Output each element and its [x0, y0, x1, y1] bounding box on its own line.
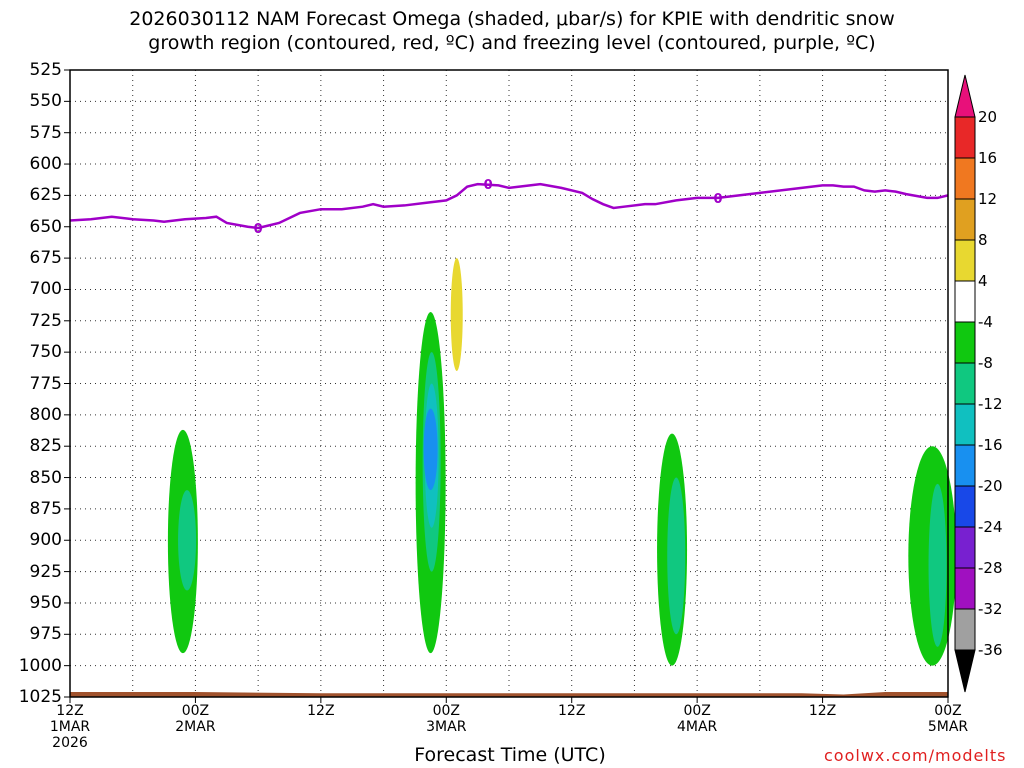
x-tick-label: 00Z 2MAR: [155, 703, 235, 751]
omega-region-5: [423, 408, 438, 491]
y-tick-label: 900: [29, 530, 62, 551]
colorbar-label: -12: [978, 395, 1003, 413]
colorbar-segment-4: [954, 280, 976, 323]
x-tick-label-mid: 2MAR: [175, 719, 216, 735]
colorbar-label: 16: [978, 149, 998, 167]
colorbar-segment-0: [954, 116, 976, 159]
x-tick-label-mid: [281, 719, 361, 735]
omega-region-1: [178, 490, 197, 591]
x-tick-label-bottom: [281, 735, 361, 751]
x-tick-label: 12Z: [281, 703, 361, 751]
y-tick-label: 525: [29, 60, 62, 80]
x-tick-label-mid: 5MAR: [927, 719, 969, 735]
x-tick-label: 00Z 5MAR: [908, 703, 988, 751]
x-tick-label-top: 12Z: [558, 703, 586, 719]
colorbar-label: -28: [978, 559, 1003, 577]
x-tick-label: 12Z 1MAR 2026: [30, 703, 110, 751]
freezing-level-label-1: 0: [484, 178, 493, 193]
colorbar-segment-2: [954, 198, 976, 241]
chart-title-line-2: growth region (contoured, red, ºC) and f…: [148, 32, 876, 54]
colorbar-label: -36: [978, 641, 1003, 659]
y-tick-label: 600: [29, 154, 62, 175]
x-tick-label-top: 00Z: [683, 703, 711, 719]
omega-region-7: [667, 477, 686, 635]
x-tick-label-top: 00Z: [432, 703, 460, 719]
x-tick-label-bottom: 2026: [52, 735, 88, 751]
colorbar-segment-10: [954, 526, 976, 569]
colorbar-bottom-arrow: [954, 649, 976, 693]
surface-terrain: [70, 691, 948, 697]
colorbar-label: -20: [978, 477, 1003, 495]
y-tick-label: 775: [29, 373, 62, 394]
colorbar-segment-11: [954, 567, 976, 610]
freezing-level-label-2: 0: [714, 192, 723, 207]
y-tick-label: 1000: [18, 655, 62, 676]
freezing-level-line: [69, 182, 949, 230]
colorbar-segment-5: [954, 321, 976, 364]
x-tick-label-top: 12Z: [56, 703, 84, 719]
x-tick-label-top: 12Z: [808, 703, 837, 719]
colorbar-segment-1: [954, 157, 976, 200]
omega-region-10: [450, 258, 463, 371]
x-tick-label-top: 12Z: [307, 703, 335, 719]
y-tick-label: 925: [29, 561, 62, 582]
x-tick-label-mid: [532, 719, 612, 735]
colorbar-segment-7: [954, 403, 976, 446]
colorbar-label: -24: [978, 518, 1003, 536]
y-tick-label: 575: [29, 122, 62, 143]
colorbar-label: 4: [978, 272, 988, 290]
x-tick-label-top: 00Z: [181, 703, 210, 719]
y-tick-label: 550: [29, 91, 62, 112]
colorbar-label: 12: [978, 190, 998, 208]
x-tick-label: 00Z 3MAR: [406, 703, 486, 751]
y-tick-label: 725: [29, 310, 62, 331]
colorbar-label: 8: [978, 231, 988, 249]
colorbar-segment-8: [954, 444, 976, 487]
colorbar-segment-9: [954, 485, 976, 528]
chart-title-line-1: 2026030112 NAM Forecast Omega (shaded, μ…: [129, 8, 895, 30]
colorbar-label: -32: [978, 600, 1003, 618]
colorbar-segment-6: [954, 362, 976, 405]
y-tick-label: 1025: [18, 687, 62, 707]
x-tick-label-mid: 3MAR: [426, 719, 467, 735]
x-tick-label-top: 00Z: [934, 703, 962, 719]
omega-region-9: [928, 483, 947, 647]
y-tick-label: 700: [29, 279, 62, 300]
y-tick-label: 675: [29, 248, 62, 269]
y-tick-label: 825: [29, 436, 62, 457]
colorbar-label: -8: [978, 354, 993, 372]
x-tick-label-bottom: [155, 735, 235, 751]
credit-link[interactable]: coolwx.com/modelts: [824, 746, 1007, 765]
x-tick-label: 12Z: [783, 703, 863, 751]
y-tick-label: 750: [29, 342, 62, 363]
freezing-level-label-0: 0: [254, 222, 263, 237]
x-tick-label-mid: 1MAR: [49, 719, 91, 735]
y-tick-label: 875: [29, 498, 62, 519]
y-tick-label: 650: [29, 216, 62, 237]
y-tick-label: 950: [29, 592, 62, 613]
colorbar-label: -16: [978, 436, 1003, 454]
x-tick-label: 12Z: [532, 703, 612, 751]
y-tick-label: 625: [29, 185, 62, 206]
colorbar-segment-3: [954, 239, 976, 282]
x-tick-label-mid: 4MAR: [676, 719, 718, 735]
colorbar-label: -4: [978, 313, 993, 331]
x-tick-label: 00Z 4MAR: [657, 703, 737, 751]
x-tick-label-mid: [783, 719, 863, 735]
colorbar-segment-12: [954, 608, 976, 651]
y-tick-label: 850: [29, 467, 62, 488]
colorbar-label: 20: [978, 108, 998, 126]
colorbar-top-arrow: [954, 74, 976, 118]
plot-area: [70, 70, 948, 697]
x-axis-title: Forecast Time (UTC): [414, 744, 606, 766]
y-tick-label: 800: [29, 404, 62, 425]
y-tick-label: 975: [29, 624, 62, 645]
